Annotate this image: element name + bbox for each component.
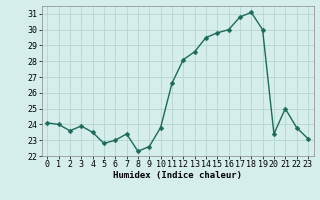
X-axis label: Humidex (Indice chaleur): Humidex (Indice chaleur) [113, 171, 242, 180]
